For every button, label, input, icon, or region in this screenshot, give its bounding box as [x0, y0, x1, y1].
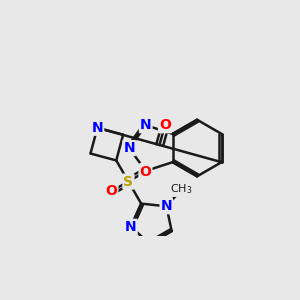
Text: O: O [159, 118, 171, 132]
Text: N: N [140, 118, 152, 132]
Text: N: N [160, 199, 172, 213]
Text: N: N [92, 121, 103, 135]
Text: S: S [123, 175, 134, 188]
Text: O: O [140, 165, 151, 179]
Text: O: O [106, 184, 117, 198]
Text: CH$_3$: CH$_3$ [170, 182, 193, 196]
Text: N: N [125, 220, 137, 234]
Text: N: N [123, 141, 135, 155]
Text: S: S [141, 164, 151, 178]
